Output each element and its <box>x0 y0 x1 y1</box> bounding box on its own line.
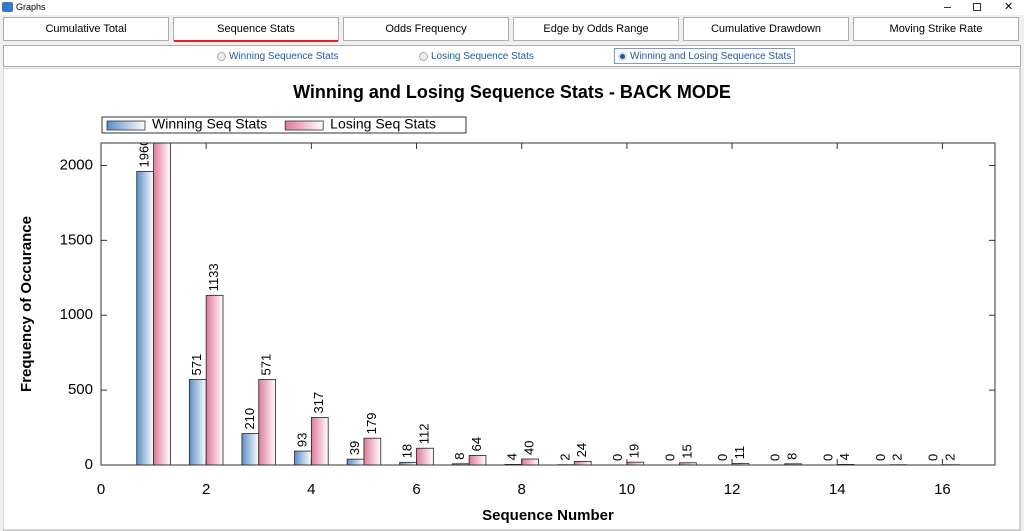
bar <box>346 458 365 465</box>
x-tick-label: 16 <box>934 481 951 498</box>
minimize[interactable] <box>944 7 951 8</box>
data-label: 571 <box>189 354 204 376</box>
data-label: 210 <box>242 408 257 430</box>
data-label: 0 <box>925 454 940 461</box>
y-tick-label: 1500 <box>60 231 93 248</box>
bar <box>188 379 207 465</box>
radio-option[interactable]: Winning and Losing Sequence Stats <box>614 48 796 64</box>
tab[interactable]: Edge by Odds Range <box>513 17 679 41</box>
radio-dot <box>419 51 428 61</box>
radio-dot <box>618 51 627 61</box>
x-tick-label: 4 <box>307 481 315 498</box>
maximize[interactable] <box>973 3 981 11</box>
y-tick-label: 0 <box>85 456 93 473</box>
data-label: 0 <box>662 454 677 461</box>
data-label: 571 <box>259 354 274 376</box>
y-tick-label: 1000 <box>60 306 93 323</box>
panel <box>3 68 1021 531</box>
x-tick-label: 14 <box>829 481 846 498</box>
x-tick-label: 10 <box>619 481 636 498</box>
plot-area: 1960571210933918842000000023001133571317… <box>136 139 960 465</box>
data-label: 8 <box>784 453 799 460</box>
legend-box <box>101 116 467 134</box>
radio-option[interactable]: Losing Sequence Stats <box>416 49 537 63</box>
data-label: 1133 <box>206 263 221 291</box>
close[interactable]: ✕ <box>1004 1 1014 13</box>
data-label: 93 <box>294 433 309 447</box>
data-label: 317 <box>311 392 326 414</box>
bar <box>521 458 539 465</box>
data-label: 18 <box>400 444 415 458</box>
mode-bar: Winning Sequence Stats Losing Sequence St… <box>3 45 1021 67</box>
data-label: 0 <box>610 454 625 461</box>
radio-label: Winning Sequence Stats <box>229 50 339 62</box>
y-tick-label: 500 <box>68 381 93 398</box>
data-label: 39 <box>347 441 362 455</box>
y-tick-label: 2000 <box>60 156 93 173</box>
data-label: 64 <box>469 437 484 451</box>
plot-frame <box>100 142 996 466</box>
data-label: 19 <box>627 444 642 458</box>
y-axis-label: Frequency of Occurance <box>18 216 35 392</box>
data-label: 24 <box>574 443 589 457</box>
data-label: 0 <box>873 454 888 461</box>
legend-swatch <box>106 120 146 131</box>
window-title: Graphs <box>16 2 46 12</box>
data-label: 1960 <box>137 139 152 168</box>
tab[interactable]: Odds Frequency <box>343 17 509 41</box>
tab[interactable]: Cumulative Total <box>3 17 169 41</box>
radio-label: Losing Sequence Stats <box>431 50 534 62</box>
bar <box>153 143 171 465</box>
bar <box>416 447 434 465</box>
x-tick-label: 8 <box>518 481 526 498</box>
data-label: 2 <box>890 453 905 460</box>
bar <box>241 433 260 465</box>
x-tick-label: 0 <box>97 481 105 498</box>
data-label: 40 <box>522 441 537 455</box>
bar <box>468 455 487 465</box>
bar <box>363 437 382 465</box>
radio-option[interactable]: Winning Sequence Stats <box>214 49 342 63</box>
bar <box>205 294 224 465</box>
data-label: 8 <box>452 453 467 460</box>
tab[interactable]: Cumulative Drawdown <box>683 17 849 41</box>
x-axis-label: Sequence Number <box>482 507 614 524</box>
data-label: 0 <box>820 454 835 461</box>
bar <box>294 450 312 465</box>
data-label: 15 <box>679 444 694 458</box>
data-label: 0 <box>768 454 783 461</box>
data-label: 0 <box>715 454 730 461</box>
title-bar: Graphs ✕ <box>0 0 1024 15</box>
bar <box>310 417 329 465</box>
data-label: 179 <box>364 412 379 434</box>
x-tick-label: 6 <box>412 481 420 498</box>
legend-swatch <box>284 120 324 131</box>
data-label: 11 <box>732 446 747 460</box>
bar <box>258 379 276 465</box>
tab[interactable]: Moving Strike Rate <box>853 17 1019 41</box>
bar <box>573 461 592 465</box>
legend-label: Losing Seq Stats <box>330 116 436 132</box>
chart-title: Winning and Losing Sequence Stats - BACK… <box>293 82 731 102</box>
data-label: 4 <box>505 453 520 460</box>
chart: Winning and Losing Sequence Stats - BACK… <box>3 68 1021 531</box>
x-tick-label: 12 <box>724 481 741 498</box>
bar <box>136 171 154 465</box>
data-label: 2 <box>942 453 957 460</box>
data-label: 2 <box>557 453 572 460</box>
tab[interactable]: Sequence Stats <box>173 17 339 42</box>
active-underline <box>174 40 338 42</box>
legend-label: Winning Seq Stats <box>152 116 267 132</box>
data-label: 112 <box>416 423 431 444</box>
data-label: 4 <box>837 453 852 460</box>
app-icon <box>2 2 13 12</box>
radio-dot <box>217 51 226 61</box>
radio-label: Winning and Losing Sequence Stats <box>630 50 792 62</box>
x-tick-label: 2 <box>202 481 210 498</box>
